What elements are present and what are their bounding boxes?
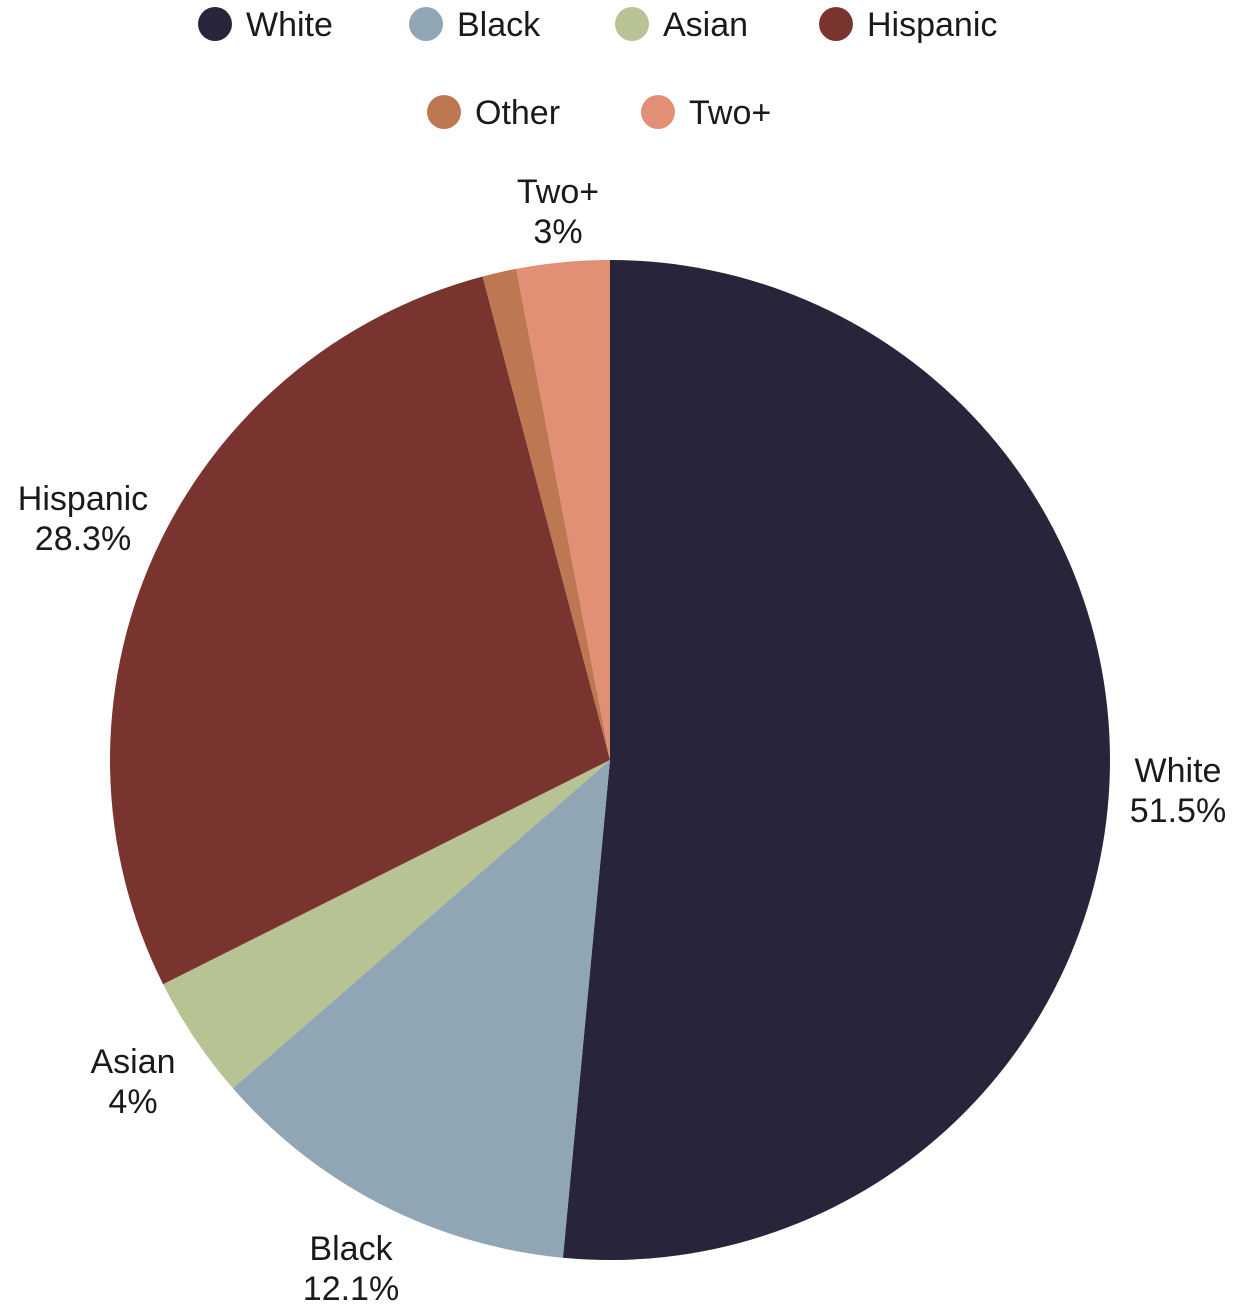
pie-slice-asian [163,760,610,1089]
slice-label-hispanic: Hispanic 28.3% [18,480,148,558]
slice-label-asian: Asian 4% [90,1043,175,1121]
slice-label-white: White 51.5% [1130,752,1226,830]
legend-swatch-asian [615,7,649,41]
legend-label-hispanic: Hispanic [867,6,997,44]
pie-slice-black [232,760,610,1258]
legend-label-other: Other [475,94,560,132]
legend-swatch-hispanic [819,7,853,41]
legend-swatch-white [198,7,232,41]
legend-swatch-other [427,95,461,129]
legend-swatch-black [409,7,443,41]
legend-label-white: White [246,6,333,44]
pie-slices [110,260,1110,1260]
chart-legend: White Black Asian Hispanic Other Two+ [198,6,997,132]
pie-slice-two-plus [516,260,610,760]
slice-labels: White 51.5% Black 12.1% Asian 4% Hispanic 28.3%… [18,173,1226,1306]
legend-label-two-plus: Two+ [689,94,771,132]
pie-slice-other [482,268,610,760]
legend-label-black: Black [457,6,541,44]
slice-label-two-plus: Two+ 3% [517,173,599,251]
pie-slice-hispanic [110,276,611,985]
pie-slice-white [562,260,1110,1260]
slice-label-black: Black 12.1% [303,1230,399,1306]
legend-label-asian: Asian [663,6,748,44]
legend-swatch-two-plus [641,95,675,129]
